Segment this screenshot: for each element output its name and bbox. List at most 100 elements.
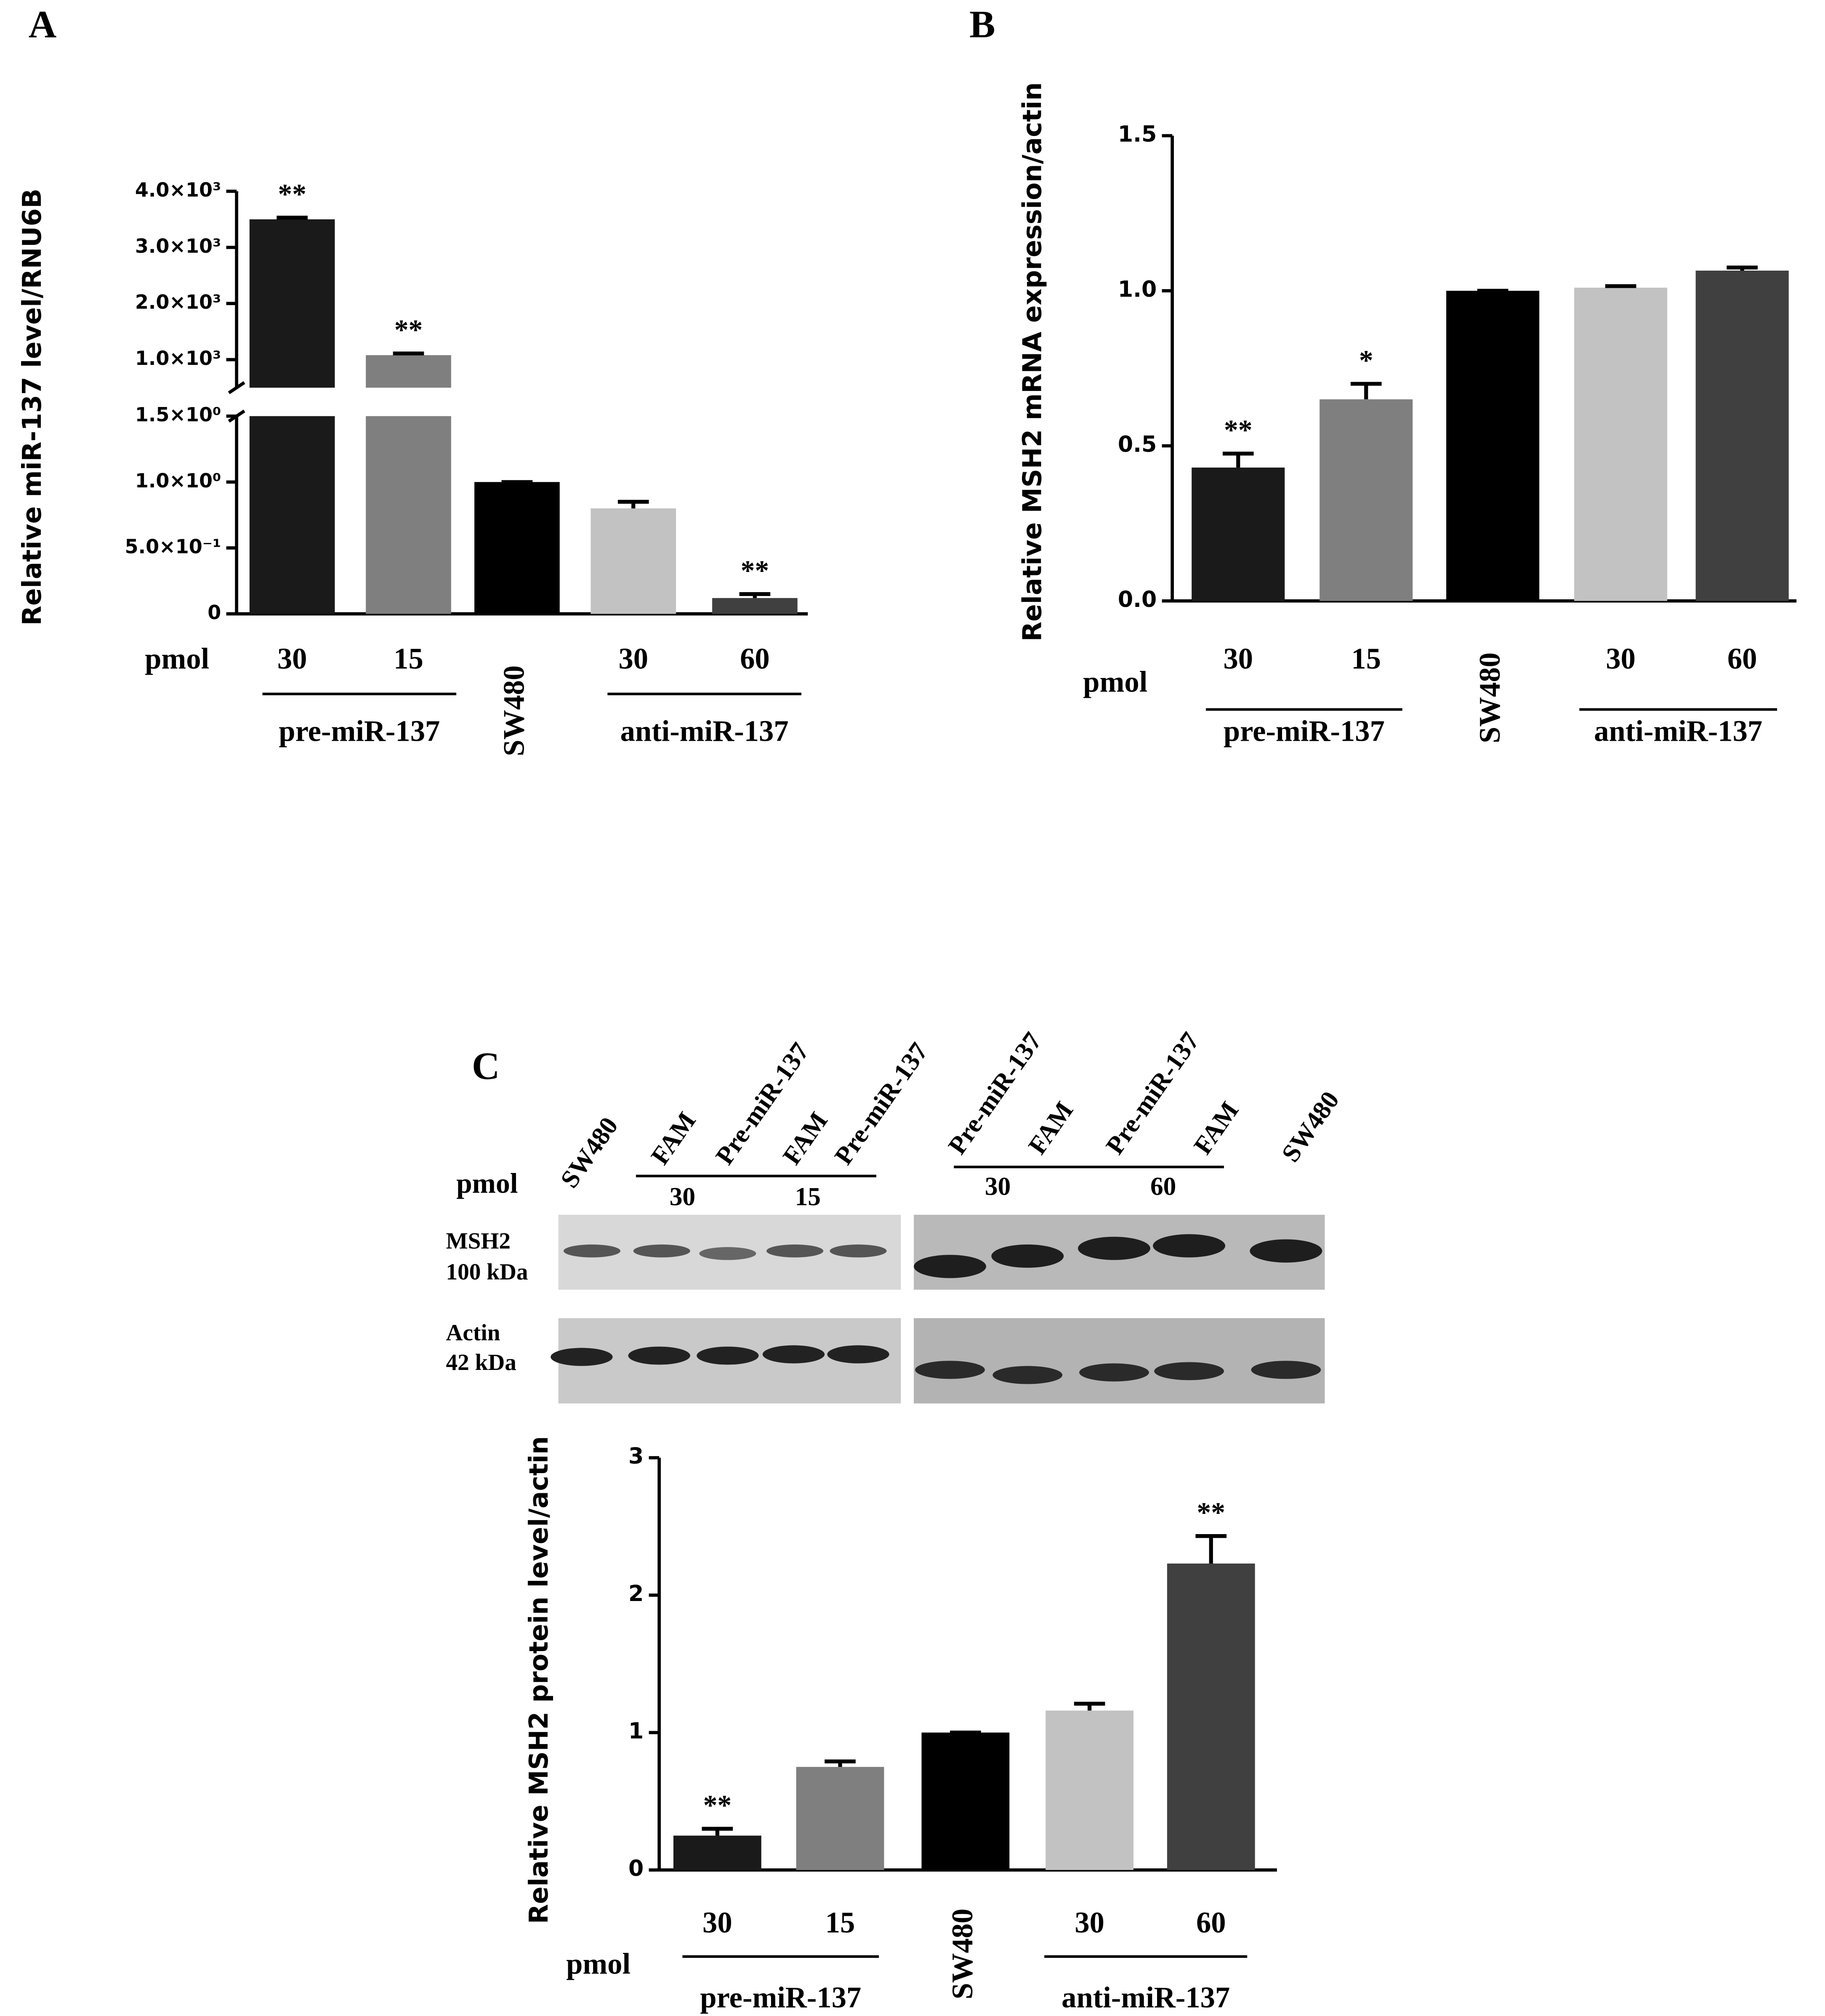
error-bar <box>825 1759 856 1767</box>
group-label: pre-miR-137 <box>700 1981 861 2014</box>
bar <box>673 1835 761 1870</box>
lane-label: SW480 <box>1276 1086 1345 1168</box>
significance: ** <box>741 555 769 586</box>
lane-label: FAM <box>645 1107 701 1170</box>
x-tick-label: 15 <box>1351 642 1381 675</box>
bar <box>366 355 451 388</box>
band <box>628 1346 690 1365</box>
x-tick-label: 60 <box>740 642 770 675</box>
error-bar <box>1605 284 1636 288</box>
band <box>1250 1239 1322 1263</box>
y-tick-label: 0.5 <box>1118 432 1157 457</box>
lane-label: FAM <box>1023 1096 1079 1160</box>
x-tick-label: 30 <box>702 1906 732 1939</box>
group-label: anti-miR-137 <box>1061 1981 1230 2014</box>
error-bar <box>739 592 771 598</box>
x-tick-label: 30 <box>1223 642 1253 675</box>
lane-label: FAM <box>1188 1096 1244 1160</box>
panel-label: C <box>472 1045 500 1088</box>
y-tick-label: 2.0×10³ <box>135 291 221 314</box>
panel-label: B <box>969 3 995 46</box>
x-axis-label: pmol <box>1083 666 1147 699</box>
error-bar <box>1222 452 1254 468</box>
band <box>762 1345 825 1364</box>
x-tick-label: SW480 <box>498 665 531 756</box>
lane-label: FAM <box>777 1107 833 1170</box>
bar <box>1574 287 1668 601</box>
y-tick-label: 0 <box>628 1856 644 1881</box>
significance: ** <box>1197 1497 1226 1528</box>
significance: * <box>1359 344 1373 376</box>
x-tick-label: SW480 <box>946 1909 979 2000</box>
dose-label: 30 <box>670 1183 695 1211</box>
y-axis-label: Relative MSH2 mRNA expression/actin <box>1018 82 1048 641</box>
band-size: 100 kDa <box>446 1259 528 1285</box>
band <box>699 1247 756 1260</box>
pmol-label: pmol <box>456 1168 518 1199</box>
dose-label: 30 <box>985 1172 1011 1201</box>
band <box>697 1346 759 1365</box>
band <box>1078 1237 1150 1260</box>
y-tick-label: 1 <box>628 1719 644 1744</box>
band-size: 42 kDa <box>446 1349 516 1375</box>
y-tick-label: 1.5×10⁰ <box>135 403 221 426</box>
error-bar <box>702 1827 733 1836</box>
group-label: anti-miR-137 <box>1594 715 1762 747</box>
bar <box>921 1732 1010 1870</box>
lane-label: Pre-miR-137 <box>829 1037 934 1170</box>
lane-label: Pre-miR-137 <box>1100 1027 1205 1160</box>
significance: ** <box>278 178 306 210</box>
band <box>1079 1363 1149 1382</box>
band <box>766 1244 824 1258</box>
error-bar <box>1727 265 1758 271</box>
band <box>992 1366 1063 1384</box>
error-bar <box>1074 1702 1105 1711</box>
band <box>1251 1361 1321 1379</box>
bar <box>591 508 676 614</box>
y-tick-label: 5.0×10⁻¹ <box>125 535 221 558</box>
x-tick-label: 60 <box>1727 642 1757 675</box>
group-label: anti-miR-137 <box>620 715 789 747</box>
band <box>827 1345 889 1364</box>
band-label: Actin <box>446 1320 500 1346</box>
group-label: pre-miR-137 <box>279 715 440 747</box>
significance: ** <box>703 1789 732 1821</box>
y-tick-label: 3.0×10³ <box>135 234 221 257</box>
y-tick-label: 0 <box>208 601 221 624</box>
y-tick-label: 1.0 <box>1118 277 1157 302</box>
group-label: pre-miR-137 <box>1224 715 1385 747</box>
band <box>633 1244 690 1258</box>
bar <box>1167 1563 1255 1870</box>
y-axis-label: Relative miR-137 level/RNU6B <box>17 189 47 625</box>
band <box>1153 1234 1226 1258</box>
significance: ** <box>1224 414 1253 446</box>
bar <box>1046 1710 1134 1870</box>
y-tick-label: 4.0×10³ <box>135 178 221 201</box>
x-axis-label: pmol <box>145 642 209 675</box>
lane-label: SW480 <box>555 1112 624 1193</box>
x-tick-label: 15 <box>394 642 423 675</box>
x-tick-label: SW480 <box>1474 652 1506 743</box>
band <box>563 1244 621 1258</box>
dose-label: 15 <box>795 1183 821 1211</box>
x-tick-label: 30 <box>1606 642 1636 675</box>
error-bar <box>617 500 649 508</box>
band <box>991 1244 1064 1268</box>
error-bar <box>1195 1534 1227 1564</box>
x-tick-label: 30 <box>618 642 648 675</box>
bar <box>1695 270 1789 601</box>
band <box>1154 1362 1224 1380</box>
bar <box>1446 290 1540 601</box>
y-axis-label: Relative MSH2 protein level/actin <box>524 1436 554 1924</box>
y-tick-label: 1.0×10⁰ <box>135 469 221 492</box>
x-axis-label: pmol <box>566 1948 631 1981</box>
dose-label: 60 <box>1150 1172 1176 1201</box>
band <box>915 1361 985 1379</box>
western-blot: SW480 FAM Pre-miR-137 FAM Pre-miR-137 Pr… <box>446 1027 1345 1404</box>
y-tick-label: 0.0 <box>1118 587 1157 612</box>
panel-label: A <box>29 3 57 46</box>
bar <box>1320 399 1413 601</box>
bar <box>366 416 451 614</box>
y-tick-label: 1.5 <box>1118 122 1157 147</box>
